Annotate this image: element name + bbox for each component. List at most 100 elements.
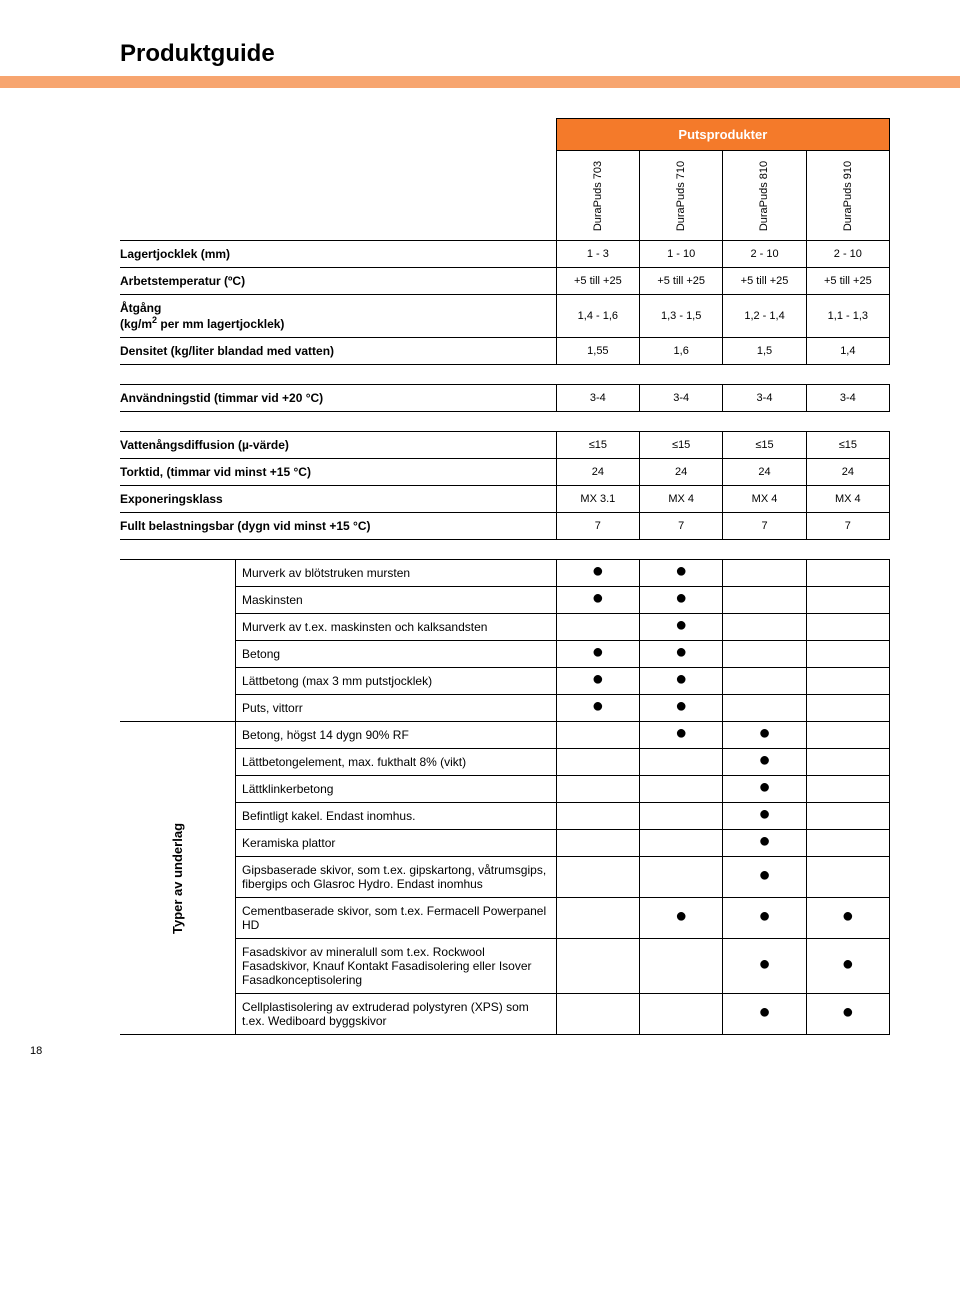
dot-cell xyxy=(556,776,639,803)
dot-cell: ● xyxy=(723,776,806,803)
dot-cell: ● xyxy=(556,587,639,614)
group-header: Putsprodukter xyxy=(556,119,889,151)
dot-cell xyxy=(556,830,639,857)
dot-cell xyxy=(723,695,806,722)
dot-cell: ● xyxy=(556,560,639,587)
data-cell: 1,4 xyxy=(806,338,889,365)
dot-cell xyxy=(640,857,723,898)
dot-cell: ● xyxy=(640,695,723,722)
spacer-cell xyxy=(120,587,236,614)
substrate-label: Befintligt kakel. Endast inomhus. xyxy=(236,803,557,830)
col-head-1: DuraPuds 710 xyxy=(640,151,723,241)
dot-cell xyxy=(640,776,723,803)
data-cell: 3-4 xyxy=(806,385,889,412)
dot-cell xyxy=(556,722,639,749)
dot-cell: ● xyxy=(723,749,806,776)
row-label: Exponeringsklass xyxy=(120,486,556,513)
data-cell: MX 4 xyxy=(640,486,723,513)
dot-cell xyxy=(806,857,889,898)
dot-cell: ● xyxy=(806,898,889,939)
data-cell: 3-4 xyxy=(556,385,639,412)
dot-cell xyxy=(806,668,889,695)
dot-cell xyxy=(723,614,806,641)
spacer-cell xyxy=(120,695,236,722)
data-cell: 24 xyxy=(556,459,639,486)
data-cell: 7 xyxy=(723,513,806,540)
row-label: Fullt belastningsbar (dygn vid minst +15… xyxy=(120,513,556,540)
dot-cell: ● xyxy=(556,668,639,695)
dot-cell: ● xyxy=(640,722,723,749)
dot-cell xyxy=(806,641,889,668)
row-label: Lagertjocklek (mm) xyxy=(120,241,556,268)
dot-cell xyxy=(806,560,889,587)
data-cell: 3-4 xyxy=(723,385,806,412)
orange-strip xyxy=(0,76,960,88)
substrate-label: Lättklinkerbetong xyxy=(236,776,557,803)
spacer-cell xyxy=(120,668,236,695)
row-label: Användningstid (timmar vid +20 °C) xyxy=(120,385,556,412)
substrate-label: Murverk av blötstruken mursten xyxy=(236,560,557,587)
dot-cell xyxy=(556,614,639,641)
row-label: Arbetstemperatur (ºC) xyxy=(120,268,556,295)
dot-cell: ● xyxy=(640,898,723,939)
data-cell: ≤15 xyxy=(806,432,889,459)
dot-cell xyxy=(723,587,806,614)
col-head-0: DuraPuds 703 xyxy=(556,151,639,241)
data-cell: 1,5 xyxy=(723,338,806,365)
dot-cell: ● xyxy=(556,641,639,668)
substrate-label: Cellplastisolering av extruderad polysty… xyxy=(236,994,557,1035)
dot-cell xyxy=(556,803,639,830)
substrate-label: Puts, vittorr xyxy=(236,695,557,722)
dot-cell xyxy=(806,803,889,830)
spacer-cell xyxy=(120,614,236,641)
dot-cell: ● xyxy=(640,587,723,614)
dot-cell xyxy=(806,776,889,803)
dot-cell xyxy=(640,830,723,857)
data-cell: +5 till +25 xyxy=(640,268,723,295)
data-cell: ≤15 xyxy=(640,432,723,459)
row-label: Densitet (kg/liter blandad med vatten) xyxy=(120,338,556,365)
data-cell: 1,4 - 1,6 xyxy=(556,295,639,338)
dot-cell xyxy=(806,830,889,857)
substrate-label: Lättbetong (max 3 mm putstjocklek) xyxy=(236,668,557,695)
row-label: Vattenångsdiffusion (µ-värde) xyxy=(120,432,556,459)
data-cell: 24 xyxy=(723,459,806,486)
substrate-label: Keramiska plattor xyxy=(236,830,557,857)
data-cell: ≤15 xyxy=(723,432,806,459)
data-cell: 1 - 3 xyxy=(556,241,639,268)
dot-cell xyxy=(640,994,723,1035)
dot-cell xyxy=(556,939,639,994)
data-cell: MX 3.1 xyxy=(556,486,639,513)
page-number: 18 xyxy=(30,1045,890,1057)
substrate-label: Lättbetongelement, max. fukthalt 8% (vik… xyxy=(236,749,557,776)
dot-cell: ● xyxy=(806,939,889,994)
substrate-label: Betong xyxy=(236,641,557,668)
dot-cell xyxy=(806,614,889,641)
dot-cell: ● xyxy=(723,830,806,857)
data-cell: MX 4 xyxy=(723,486,806,513)
dot-cell xyxy=(556,857,639,898)
dot-cell xyxy=(640,939,723,994)
dot-cell: ● xyxy=(723,803,806,830)
substrate-label: Murverk av t.ex. maskinsten och kalksand… xyxy=(236,614,557,641)
dot-cell: ● xyxy=(640,641,723,668)
data-cell: +5 till +25 xyxy=(806,268,889,295)
dot-cell: ● xyxy=(640,560,723,587)
data-cell: 7 xyxy=(640,513,723,540)
data-cell: 7 xyxy=(556,513,639,540)
dot-cell xyxy=(556,749,639,776)
dot-cell: ● xyxy=(723,939,806,994)
dot-cell xyxy=(640,803,723,830)
dot-cell xyxy=(806,587,889,614)
data-cell: 7 xyxy=(806,513,889,540)
dot-cell: ● xyxy=(723,994,806,1035)
dot-cell xyxy=(556,994,639,1035)
spacer-cell xyxy=(120,641,236,668)
data-cell: 1,2 - 1,4 xyxy=(723,295,806,338)
data-cell: +5 till +25 xyxy=(556,268,639,295)
dot-cell xyxy=(806,749,889,776)
data-cell: 1,1 - 1,3 xyxy=(806,295,889,338)
dot-cell: ● xyxy=(723,857,806,898)
dot-cell xyxy=(806,695,889,722)
data-cell: 2 - 10 xyxy=(806,241,889,268)
